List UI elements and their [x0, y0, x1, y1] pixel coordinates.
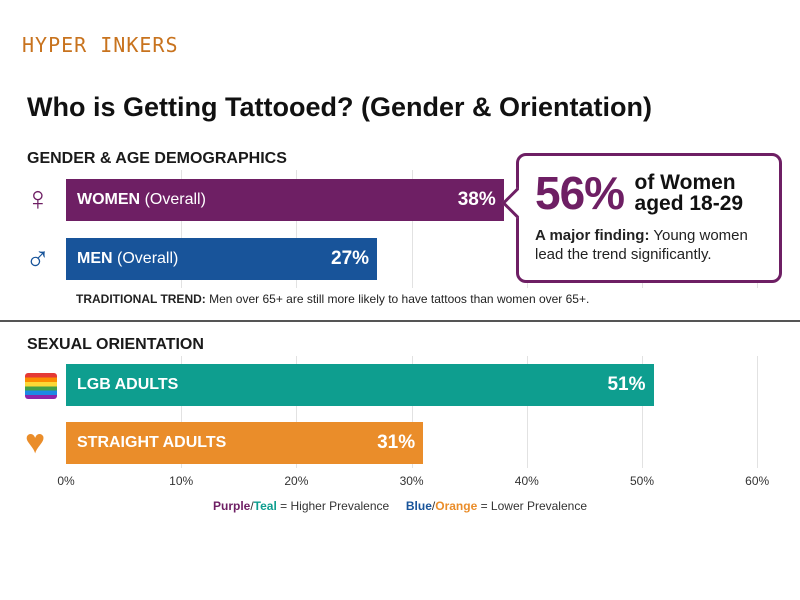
bar: LGB ADULTS 51%: [66, 364, 654, 406]
legend-lower: = Lower Prevalence: [480, 499, 587, 513]
x-tick-label: 30%: [399, 474, 424, 488]
rainbow-flag-icon: [25, 367, 57, 399]
bar-label: MEN (Overall): [77, 250, 179, 267]
bar: MEN (Overall) 27%: [66, 238, 378, 280]
page-title: Who is Getting Tattooed? (Gender & Orien…: [27, 92, 652, 122]
bar-value-label: 51%: [607, 374, 646, 395]
bar: STRAIGHT ADULTS 31%: [66, 422, 424, 464]
bar: WOMEN (Overall) 38%: [66, 179, 504, 221]
gridline: [757, 356, 759, 468]
female-symbol-icon: ♀: [25, 180, 51, 218]
bar-label: STRAIGHT ADULTS: [77, 434, 227, 451]
callout-box: 56% of Women aged 18-29 A major finding: …: [501, 153, 782, 283]
gridline: [526, 356, 528, 468]
legend-blue: Blue: [405, 499, 432, 513]
callout-line2: aged 18-29: [634, 192, 744, 215]
trend-note: TRADITIONAL TREND: Men over 65+ are stil…: [76, 292, 589, 306]
trend-text: Men over 65+ are still more likely to ha…: [209, 292, 590, 306]
x-tick-label: 20%: [284, 474, 309, 488]
legend-purple: Purple: [212, 499, 251, 513]
section-divider: [0, 320, 800, 322]
x-tick-label: 10%: [169, 474, 194, 488]
callout-finding-bold: A major finding:: [535, 227, 650, 244]
gridline: [296, 356, 298, 468]
heart-icon: ♥: [25, 423, 46, 461]
gridline: [181, 356, 183, 468]
section-title-gender: GENDER & AGE DEMOGRAPHICS: [27, 150, 287, 167]
gridline: [642, 356, 643, 468]
callout-finding-text: Young women lead the trend significantly…: [535, 227, 748, 263]
x-tick-label: 0%: [57, 474, 75, 488]
callout-line1: of Women: [634, 171, 736, 194]
legend-slash: /: [431, 499, 436, 513]
x-tick-label: 40%: [514, 474, 539, 488]
legend-orange: Orange: [435, 499, 478, 513]
bar-label: LGB ADULTS: [77, 376, 179, 393]
trend-bold: TRADITIONAL TREND:: [76, 292, 206, 306]
legend: Purple/Teal = Higher Prevalence Blue/Ora…: [0, 499, 800, 513]
section-title-orientation: SEXUAL ORIENTATION: [27, 336, 204, 353]
x-tick-label: 60%: [745, 474, 770, 488]
gridline: [411, 356, 413, 468]
gridline: [181, 170, 183, 288]
bar-label: WOMEN (Overall): [77, 191, 206, 208]
x-tick-label: 50%: [629, 474, 655, 488]
bar-value-label: 31%: [377, 432, 416, 453]
callout-stat: 56%: [535, 167, 625, 219]
callout-pointer: [501, 187, 533, 219]
logo: HYPER INKERS: [22, 33, 179, 57]
gridline: [296, 170, 298, 288]
bar-value-label: 38%: [457, 189, 496, 210]
bar-value-label: 27%: [331, 248, 370, 269]
male-symbol-icon: ♂: [25, 239, 51, 277]
legend-teal: Teal: [253, 499, 277, 513]
legend-higher: = Higher Prevalence: [280, 499, 390, 513]
gridline: [411, 170, 413, 288]
legend-slash: /: [250, 499, 254, 513]
